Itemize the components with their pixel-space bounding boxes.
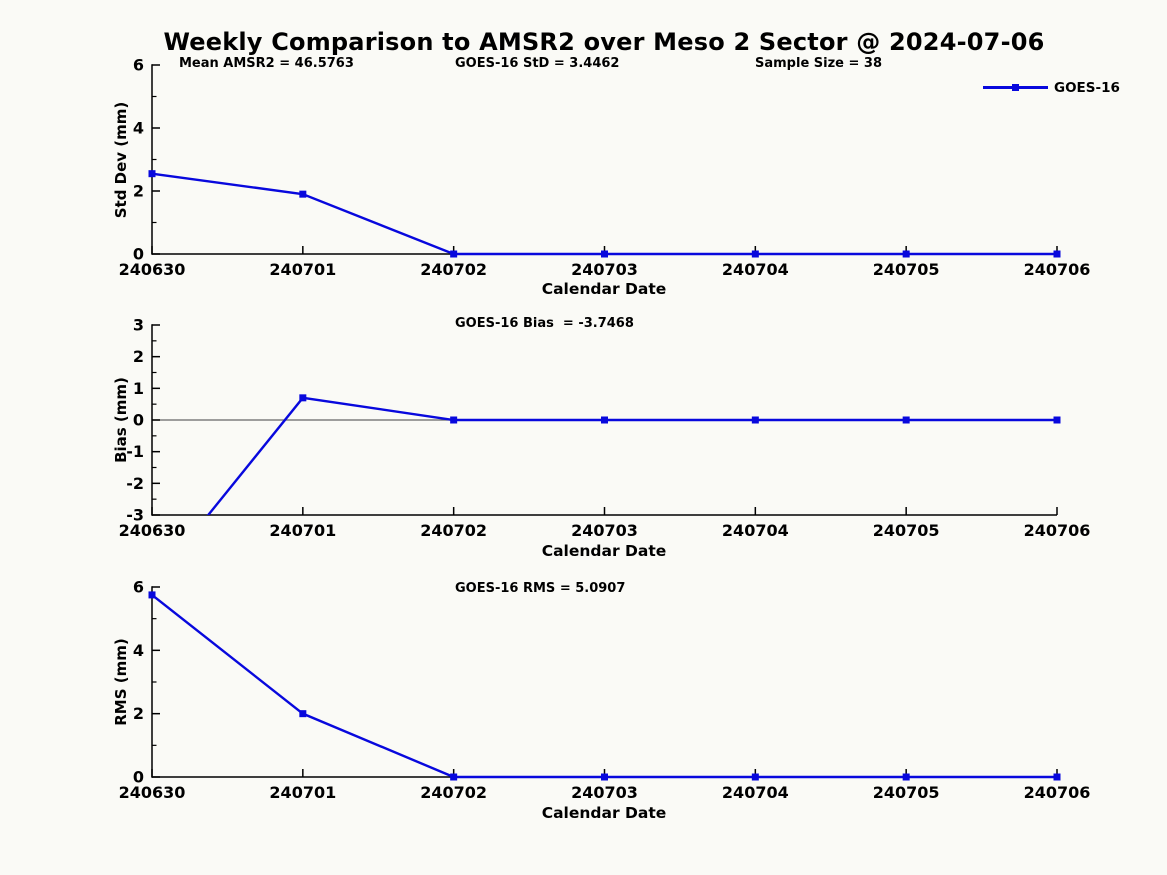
y-tick-label: 4 (133, 641, 144, 660)
goes16-line (206, 396, 1057, 515)
data-point-marker (148, 170, 156, 178)
x-tick-label: 240706 (1024, 783, 1091, 802)
annotation-goes16-std: GOES-16 StD = 3.4462 (455, 56, 620, 71)
y-tick-label: 1 (133, 379, 144, 398)
y-tick-label: 0 (133, 411, 144, 430)
y-tick-label: 2 (133, 182, 144, 201)
rms-chart: 0 2 4 6 240630 240701 240702 240703 240704 240705… (119, 578, 1091, 803)
y-tick-label: 2 (133, 347, 144, 366)
data-point-marker (299, 710, 307, 718)
annotation-sample-size: Sample Size = 38 (755, 56, 883, 71)
x-tick-label: 240704 (722, 521, 789, 540)
x-tick-label: 240706 (1024, 260, 1091, 279)
legend-marker-icon (1012, 83, 1019, 91)
x-tick-label: 240703 (571, 783, 638, 802)
xlabel-bias: Calendar Date (541, 542, 667, 560)
x-tick-label: 240630 (119, 521, 186, 540)
x-tick-label: 240704 (722, 260, 789, 279)
y-tick-label: 6 (133, 56, 144, 75)
x-tick-label: 240703 (571, 260, 638, 279)
y-tick-label: -1 (126, 442, 144, 461)
data-point-marker (751, 773, 759, 781)
x-tick-label: 240702 (420, 260, 487, 279)
data-point-marker (299, 190, 307, 198)
data-point-marker (601, 416, 608, 424)
x-tick-label: 240703 (571, 521, 638, 540)
y-tick-label: 0 (133, 768, 144, 787)
x-tick-label: 240701 (269, 260, 336, 279)
legend-label: GOES-16 (1054, 80, 1120, 96)
x-tick-label: 240630 (119, 260, 186, 279)
annotation-goes16-rms: GOES-16 RMS = 5.0907 (455, 581, 626, 596)
y-tick-label: 3 (133, 316, 144, 335)
x-tick-label: 240706 (1024, 521, 1091, 540)
x-tick-label: 240705 (873, 260, 940, 279)
data-point-marker (902, 416, 910, 424)
data-point-marker (902, 773, 910, 781)
y-tick-label: -2 (126, 474, 144, 493)
annotation-goes16-bias: GOES-16 Bias = -3.7468 (455, 316, 634, 331)
bias-chart: -3 -2 -1 0 1 2 3 240630 240701 240702 240703 240704… (119, 316, 1091, 541)
y-tick-label: 4 (133, 119, 144, 138)
data-point-marker (299, 394, 307, 402)
x-tick-label: 240704 (722, 783, 789, 802)
x-tick-label: 240705 (873, 521, 940, 540)
x-tick-label: 240702 (420, 783, 487, 802)
x-tick-label: 240705 (873, 783, 940, 802)
data-point-marker (1053, 250, 1061, 258)
y-tick-label: 0 (133, 245, 144, 264)
data-point-marker (751, 250, 759, 258)
page-title: Weekly Comparison to AMSR2 over Meso 2 S… (163, 28, 1045, 56)
xlabel-stddev: Calendar Date (541, 280, 667, 298)
stddev-chart: 0 2 4 6 240630 240701 240702 240703 240704 240705… (119, 56, 1091, 280)
y-tick-label: 2 (133, 704, 144, 723)
data-point-marker (1053, 416, 1061, 424)
data-point-marker (450, 250, 458, 258)
data-point-marker (601, 250, 608, 258)
data-point-marker (148, 591, 156, 599)
goes16-line (151, 593, 1057, 779)
x-tick-label: 240701 (269, 521, 336, 540)
data-point-marker (1053, 773, 1061, 781)
data-point-marker (751, 416, 759, 424)
x-tick-label: 240701 (269, 783, 336, 802)
y-tick-label: 6 (133, 578, 144, 597)
data-point-marker (450, 416, 458, 424)
y-tick-label: -3 (126, 506, 144, 525)
data-point-marker (450, 773, 458, 781)
x-tick-label: 240702 (420, 521, 487, 540)
annotation-mean-amsr2: Mean AMSR2 = 46.5763 (179, 56, 354, 71)
x-tick-label: 240630 (119, 783, 186, 802)
legend: GOES-16 (983, 78, 1163, 96)
xlabel-rms: Calendar Date (541, 804, 667, 822)
data-point-marker (601, 773, 608, 781)
goes16-line (151, 172, 1057, 256)
data-point-marker (902, 250, 910, 258)
